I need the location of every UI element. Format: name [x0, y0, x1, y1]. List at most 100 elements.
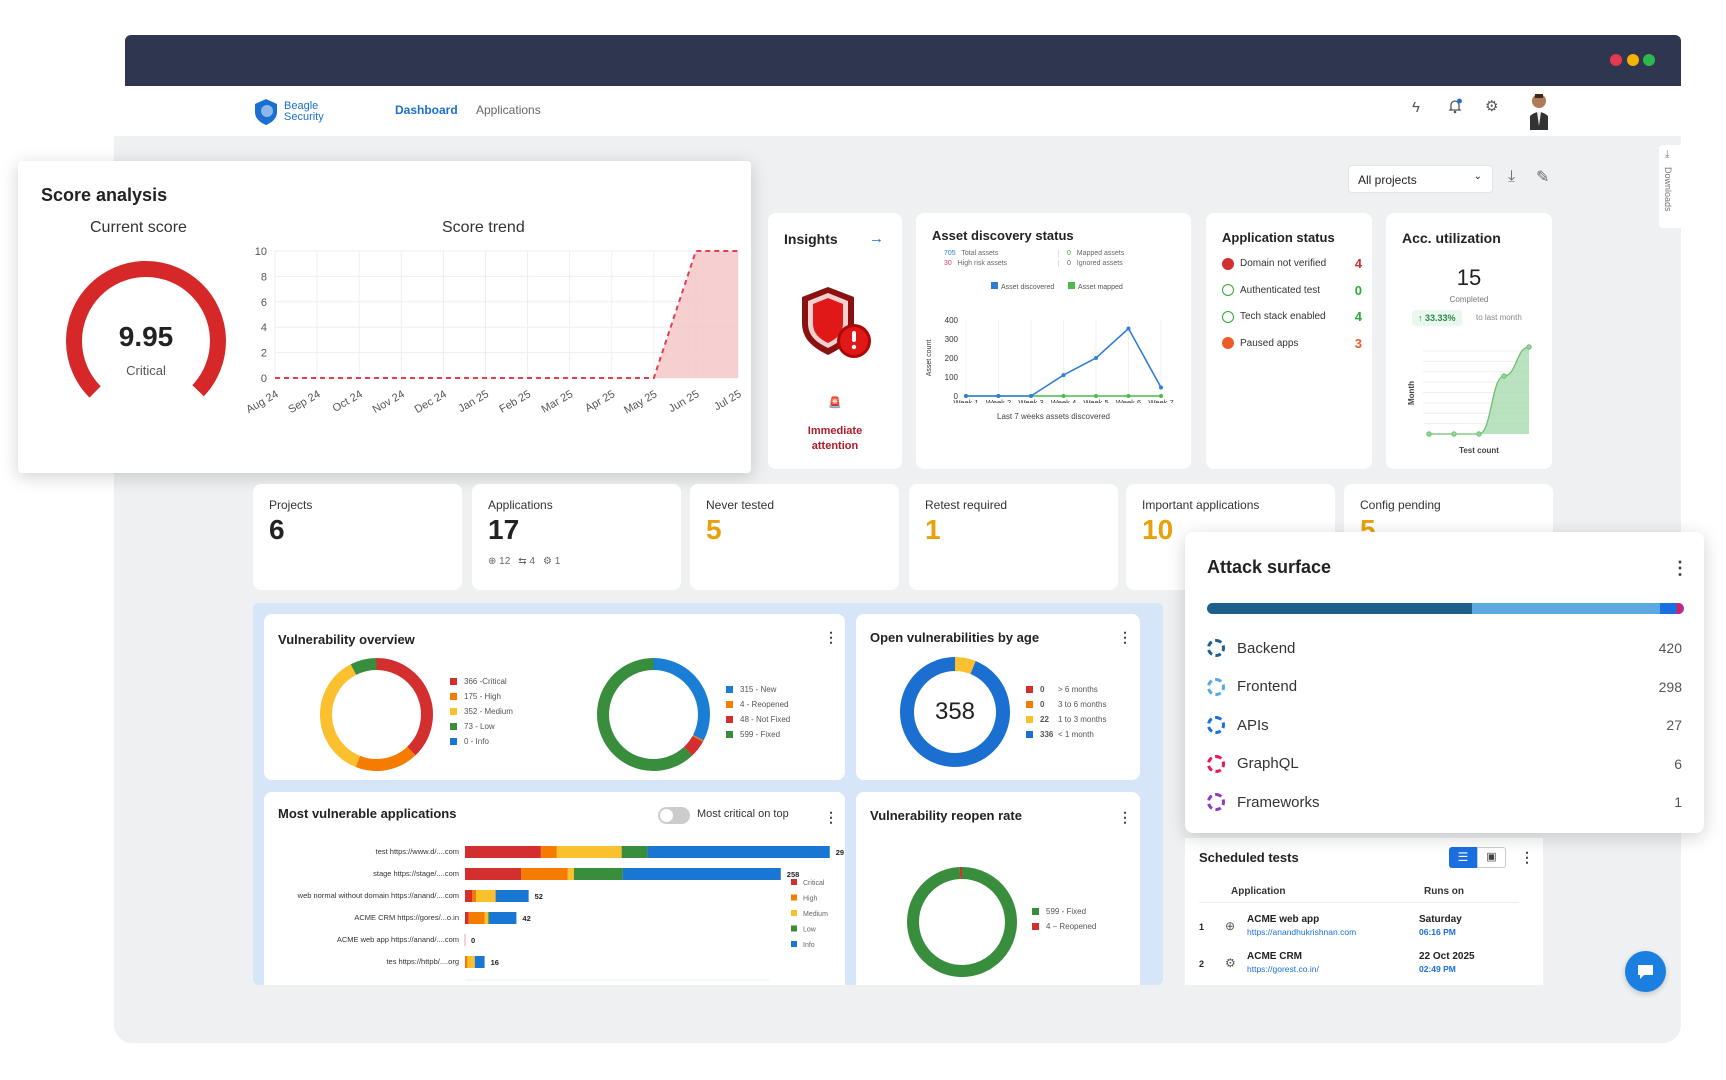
card-title: Open vulnerabilities by age [870, 630, 1040, 645]
list-view-button[interactable]: ☰ [1449, 847, 1477, 868]
y-tick-label: 6 [261, 297, 267, 309]
row-number: 1 [1199, 922, 1205, 932]
legend-label: 175 - High [464, 692, 501, 701]
legend-value: 0 [1040, 685, 1045, 694]
project-select[interactable]: All projects ⌄ [1348, 165, 1493, 193]
x-tick-label: Jul 25 [712, 388, 743, 413]
stat-card-retest-required[interactable]: Retest required 1 [909, 484, 1118, 590]
x-tick-label: Week 1 [953, 398, 978, 403]
change-label: to last month [1476, 313, 1522, 322]
stat-card-projects[interactable]: Projects 6 [253, 484, 462, 590]
attack-surface-item[interactable]: GraphQL 6 [1207, 752, 1682, 776]
legend-item: 366 -Critical [450, 674, 513, 689]
bar-total-label: 16 [491, 958, 499, 967]
edit-icon[interactable]: ✎ [1536, 169, 1550, 186]
open-vulnerabilities-age-card: Open vulnerabilities by age ⋮ 358 0 > 6 m… [856, 614, 1140, 780]
app-status-item[interactable]: Authenticated test 0 [1222, 283, 1362, 298]
scheduled-test-row[interactable]: 1 ⊕ ACME web app https://anandhukrishnan.co… [1185, 914, 1543, 948]
app-status-label: Paused apps [1240, 337, 1299, 349]
app-status-label: Tech stack enabled [1240, 311, 1326, 322]
stat-value: 17 [488, 514, 520, 545]
legend-swatch [450, 678, 457, 685]
attack-surface-item[interactable]: Backend 420 [1207, 636, 1682, 660]
more-options-icon[interactable]: ⋮ [824, 809, 838, 825]
x-tick-label: Oct 24 [331, 388, 365, 415]
bar-segment [540, 846, 557, 858]
stat-card-applications[interactable]: Applications 17 ⊕ 12 ⇆ 4 ⚙ 1 [472, 484, 681, 590]
bar-segment [465, 846, 541, 858]
score-trend-chart: 0 2 4 6 8 10 Aug 24 Sep 24 Oct 24 Nov 24 Dec 24 Jan… [244, 246, 743, 417]
score-analysis-card: Score analysis Current score 9.95 Critic… [18, 161, 751, 473]
bar-segment [567, 868, 574, 880]
card-title: Attack surface [1207, 557, 1332, 577]
avatar[interactable] [1528, 90, 1550, 130]
app-status-item[interactable]: Paused apps 3 [1222, 336, 1362, 351]
data-point [996, 394, 1001, 398]
attack-surface-label: Frontend [1237, 678, 1298, 695]
tab-applications[interactable]: Applications [476, 103, 541, 117]
window-close-dot[interactable] [1610, 54, 1622, 66]
attack-surface-item[interactable]: APIs 27 [1207, 713, 1682, 737]
attack-surface-item[interactable]: Frontend 298 [1207, 675, 1682, 699]
tab-dashboard[interactable]: Dashboard [395, 103, 458, 117]
breakdown-value: 4 [529, 556, 536, 567]
card-title: Insights [784, 231, 838, 247]
bar-segment [621, 846, 648, 858]
legend-label: Medium [803, 911, 828, 918]
x-tick-label: Feb 25 [497, 388, 533, 416]
legend-swatch [450, 693, 457, 700]
window-minimize-dot[interactable] [1627, 54, 1639, 66]
app-url[interactable]: https://gorest.co.in/ [1247, 964, 1319, 974]
x-tick-label: Dec 24 [413, 388, 449, 416]
scheduled-test-row[interactable]: 2 ⚙ ACME CRM https://gorest.co.in/22 Oct 20… [1185, 951, 1543, 985]
insights-card: Insights → 🚨 Immediate attention [768, 213, 902, 469]
stat-card-never-tested[interactable]: Never tested 5 [690, 484, 899, 590]
legend-item: 336 < 1 month [1026, 727, 1106, 742]
window-maximize-dot[interactable] [1643, 54, 1655, 66]
donut-slice [376, 658, 433, 756]
bar-total-label: 52 [535, 892, 543, 901]
bar-total-label: 29 [836, 848, 844, 857]
legend-label: Asset mapped [1078, 284, 1123, 291]
lightning-icon[interactable]: ϟ [1412, 99, 1420, 116]
legend-item: 0 - Info [450, 734, 513, 749]
arrow-right-icon[interactable]: → [869, 230, 884, 247]
trend-area [275, 251, 738, 378]
bar-category-label: test https://www.d/....com [376, 847, 459, 856]
data-point [1061, 373, 1066, 378]
donut-slice [350, 658, 377, 676]
globe-icon [1222, 257, 1234, 270]
bar-category-label: tes https://httpb/....org [386, 957, 459, 966]
app-status-item[interactable]: Domain not verified 4 [1222, 256, 1362, 271]
download-icon[interactable]: ⤓ [1508, 168, 1516, 185]
most-critical-toggle[interactable] [658, 807, 690, 824]
downloads-tab[interactable]: ⤓ Downloads [1659, 145, 1681, 228]
legend-item: 599 - Fixed [726, 727, 790, 742]
utilization-area [1429, 347, 1529, 434]
more-options-icon[interactable]: ⋮ [1671, 558, 1689, 578]
bar-total-label: 42 [522, 914, 530, 923]
more-options-icon[interactable]: ⋮ [1520, 849, 1534, 865]
gear-icon[interactable]: ⚙ [1485, 98, 1499, 115]
top-nav: Beagle Security Dashboard Applications ϟ… [125, 86, 1681, 136]
window-titlebar [125, 35, 1681, 86]
gear-icon: ⚙ [543, 556, 555, 567]
chat-button[interactable] [1625, 951, 1666, 992]
app-url[interactable]: https://anandhukrishnan.com [1247, 927, 1357, 937]
gear-icon: ⚙ [1225, 956, 1236, 970]
legend-item: 73 - Low [450, 719, 513, 734]
app-status-item[interactable]: Tech stack enabled 4 [1222, 309, 1362, 324]
calendar-view-button[interactable]: ▣ [1477, 847, 1506, 868]
more-options-icon[interactable]: ⋮ [1118, 809, 1132, 825]
more-options-icon[interactable]: ⋮ [824, 629, 838, 645]
legend-value: 0 [1040, 700, 1045, 709]
bell-icon[interactable] [1448, 98, 1462, 119]
attack-surface-item[interactable]: Frameworks 1 [1207, 790, 1682, 814]
legend-swatch [1026, 686, 1033, 693]
logo[interactable]: Beagle Security [253, 98, 324, 126]
legend-label: Critical [803, 880, 825, 887]
status-donut [597, 658, 710, 771]
x-axis-label: Test count [1459, 446, 1499, 455]
donut-slice [954, 657, 976, 675]
more-options-icon[interactable]: ⋮ [1118, 629, 1132, 645]
